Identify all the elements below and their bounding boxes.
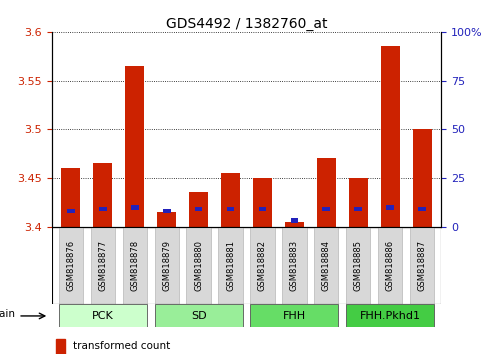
Bar <box>218 227 243 304</box>
Bar <box>317 158 336 227</box>
Bar <box>131 205 139 210</box>
Bar <box>354 207 362 211</box>
Bar <box>378 227 402 304</box>
Bar <box>314 227 338 304</box>
Text: SD: SD <box>191 311 207 321</box>
Bar <box>155 227 179 304</box>
Text: GSM818880: GSM818880 <box>194 240 203 291</box>
Text: GSM818876: GSM818876 <box>67 240 75 291</box>
Text: GSM818881: GSM818881 <box>226 240 235 291</box>
Bar <box>346 304 434 327</box>
Bar <box>56 339 66 354</box>
Bar <box>186 227 211 304</box>
Bar <box>99 207 106 211</box>
Bar <box>381 46 400 227</box>
Bar <box>221 173 240 227</box>
Bar <box>61 168 80 227</box>
Bar <box>163 209 171 213</box>
Bar <box>349 178 368 227</box>
Text: GSM818878: GSM818878 <box>130 240 139 291</box>
Text: FHH: FHH <box>283 311 306 321</box>
Bar <box>346 227 370 304</box>
Bar <box>253 178 272 227</box>
Bar <box>282 227 307 304</box>
Bar <box>250 304 338 327</box>
Bar <box>250 227 275 304</box>
Bar <box>59 304 147 327</box>
Text: strain: strain <box>0 309 16 319</box>
Bar <box>125 66 144 227</box>
Bar <box>418 207 426 211</box>
Text: PCK: PCK <box>92 311 114 321</box>
Bar <box>155 304 243 327</box>
Text: GSM818879: GSM818879 <box>162 240 171 291</box>
Bar <box>322 207 330 211</box>
Bar <box>157 212 176 227</box>
Bar <box>410 227 434 304</box>
Bar <box>59 227 83 304</box>
Bar <box>93 163 112 227</box>
Bar <box>91 227 115 304</box>
Bar <box>227 207 234 211</box>
Text: GSM818877: GSM818877 <box>98 240 107 291</box>
Text: GSM818882: GSM818882 <box>258 240 267 291</box>
Bar <box>67 209 75 213</box>
Bar <box>285 222 304 227</box>
Text: GSM818886: GSM818886 <box>386 240 395 291</box>
Text: GSM818885: GSM818885 <box>354 240 363 291</box>
Bar <box>387 205 394 210</box>
Bar <box>189 193 208 227</box>
Bar <box>290 218 298 223</box>
Bar <box>123 227 147 304</box>
Title: GDS4492 / 1382760_at: GDS4492 / 1382760_at <box>166 17 327 31</box>
Text: GSM818884: GSM818884 <box>322 240 331 291</box>
Bar <box>259 207 266 211</box>
Bar <box>413 129 432 227</box>
Text: GSM818883: GSM818883 <box>290 240 299 291</box>
Bar <box>195 207 203 211</box>
Text: GSM818887: GSM818887 <box>418 240 426 291</box>
Text: transformed count: transformed count <box>73 342 171 352</box>
Text: FHH.Pkhd1: FHH.Pkhd1 <box>360 311 421 321</box>
